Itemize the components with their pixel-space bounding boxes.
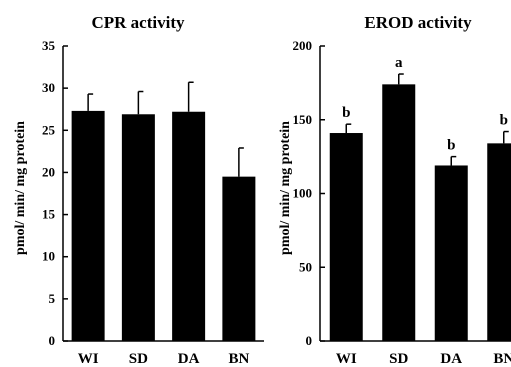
bar [121, 114, 155, 342]
plot-area: 0 5 10 15 20 25 30 35 WI SD DA BN [42, 38, 264, 367]
category-label: WI [336, 351, 357, 367]
y-tick-label: 25 [42, 122, 56, 137]
bar [222, 176, 256, 341]
erod-chart: EROD activity pmol/ min/ mg protein 0 50 1… [278, 13, 511, 367]
y-tick-label: 150 [293, 112, 313, 127]
category-label: SD [389, 351, 408, 367]
y-tick-label: 100 [293, 186, 313, 201]
y-tick-label: 15 [42, 207, 56, 222]
bar [434, 165, 468, 341]
significance-label: b [342, 105, 350, 121]
category-label: WI [78, 351, 99, 367]
category-label: DA [440, 351, 462, 367]
chart-title: CPR activity [91, 13, 185, 32]
bar [71, 110, 105, 342]
category-label: BN [493, 351, 511, 367]
bar [487, 143, 511, 341]
bar [172, 111, 206, 341]
y-tick-label: 10 [42, 249, 55, 264]
y-tick-label: 35 [42, 38, 56, 53]
y-tick-label: 0 [49, 333, 56, 348]
bar [382, 84, 416, 341]
bar [329, 133, 363, 341]
y-tick-label: 20 [42, 164, 55, 179]
plot-area: 0 50 100 150 200 b WI a SD b DA b BN [293, 38, 511, 367]
y-tick-label: 50 [299, 259, 312, 274]
chart-title: EROD activity [364, 13, 472, 32]
significance-label: b [500, 113, 508, 129]
y-tick-label: 5 [49, 291, 56, 306]
significance-label: a [395, 55, 403, 71]
category-label: SD [129, 351, 148, 367]
cpr-chart: CPR activity pmol/ min/ mg protein 0 5 10 1… [13, 13, 264, 367]
category-label: DA [178, 351, 200, 367]
y-axis-label: pmol/ min/ mg protein [13, 121, 28, 255]
y-axis-label: pmol/ min/ mg protein [278, 121, 293, 255]
significance-label: b [447, 138, 455, 154]
category-label: BN [228, 351, 249, 367]
y-tick-label: 30 [42, 80, 55, 95]
y-tick-label: 0 [306, 333, 313, 348]
y-tick-label: 200 [293, 38, 313, 53]
